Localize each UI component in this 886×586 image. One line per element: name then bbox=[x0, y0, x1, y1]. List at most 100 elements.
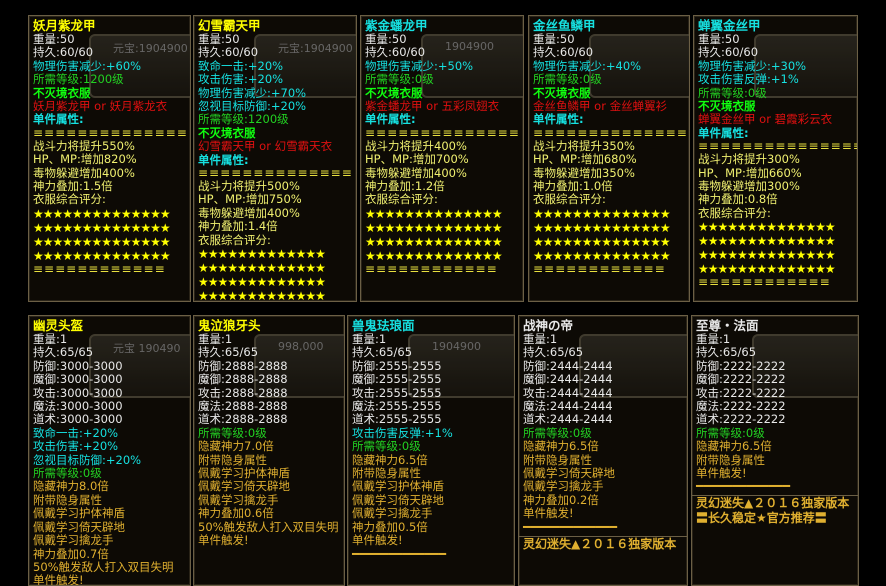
item-attribute: 防御:2222-2222 bbox=[696, 358, 786, 373]
rating-stars-row: ★★★★★★★★★★★★★ bbox=[198, 247, 326, 262]
item-attribute: 单件属性: bbox=[198, 152, 249, 167]
item-attribute: 佩戴学习护体神盾 bbox=[352, 479, 444, 494]
rating-stars-row: ★★★★★★★★★★★★★★ bbox=[365, 220, 503, 235]
server-slogan: 〓长久稳定★官方推荐〓 bbox=[696, 511, 827, 526]
item-attribute: 附带隐身属性 bbox=[33, 492, 102, 507]
item-attribute: 持久:60/60 bbox=[698, 45, 759, 60]
rating-stars-row: ★★★★★★★★★★★★★★ bbox=[33, 234, 171, 249]
item-attribute: 持久:65/65 bbox=[198, 345, 259, 360]
item-attribute: 重量:1 bbox=[696, 332, 731, 346]
item-tooltip-panel: 1904900 紫金蟠龙甲 重量:50 持久:60/60 物理伤害减少:+50% 所需等级… bbox=[360, 15, 524, 302]
item-attribute: 攻击伤害反弹:+1% bbox=[698, 72, 799, 87]
item-name: 蝉翼金丝甲 bbox=[698, 18, 761, 33]
item-attribute: 物理伤害减少:+50% bbox=[365, 58, 474, 73]
rating-stars-row: ★★★★★★★★★★★★★★ bbox=[533, 220, 671, 235]
item-attribute: 紫金蟠龙甲 or 五彩凤翅衣 bbox=[365, 99, 500, 114]
item-attribute: 附带隐身属性 bbox=[198, 452, 267, 467]
item-tooltip-panel: 998,000 鬼泣狼牙头 重量:1 持久:65/65 防御:2888-2888 魔御:2… bbox=[193, 315, 345, 586]
divider-bar: ━━━━━━━━━━━━━ bbox=[352, 546, 446, 561]
item-attribute: 衣服综合评分: bbox=[33, 192, 106, 207]
rating-stars-row: ★★★★★★★★★★★★★ bbox=[198, 261, 326, 276]
item-attribute: 魔御:2555-2555 bbox=[352, 372, 442, 387]
footer-separator bbox=[519, 535, 687, 537]
ingot-balance-frame: 元宝 190490 bbox=[89, 334, 190, 398]
item-attribute: 佩戴学习护体神盾 bbox=[198, 466, 290, 481]
item-attribute: 妖月紫龙甲 or 妖月紫龙衣 bbox=[33, 99, 168, 114]
item-attribute: 防御:2444-2444 bbox=[523, 358, 613, 373]
item-attribute: 忽视目标防御:+20% bbox=[33, 452, 142, 467]
item-attribute: 单件触发! bbox=[696, 466, 747, 481]
item-attribute: 佩戴学习倚天辟地 bbox=[352, 492, 444, 507]
item-attribute: 持久:65/65 bbox=[523, 345, 584, 360]
item-attribute: 战斗力将提升350% bbox=[533, 138, 635, 153]
item-name: 兽鬼珐琅面 bbox=[352, 318, 415, 333]
spiral-orb-icon bbox=[687, 332, 688, 366]
item-attribute: 道术:2888-2888 bbox=[198, 412, 288, 427]
item-attribute: 单件触发! bbox=[352, 533, 403, 548]
item-attribute: 防御:2888-2888 bbox=[198, 358, 288, 373]
item-attribute: 神力叠加:1.4倍 bbox=[198, 219, 278, 234]
server-slogan: 灵幻迷失▲２０１６独家版本 bbox=[523, 536, 677, 551]
item-attribute: 持久:65/65 bbox=[696, 345, 757, 360]
item-attribute: HP、MP:增加750% bbox=[198, 192, 302, 207]
rating-stars-row: ★★★★★★★★★★★★★★ bbox=[33, 206, 171, 221]
ingot-balance-frame bbox=[754, 34, 857, 98]
item-attribute: 魔御:2888-2888 bbox=[198, 372, 288, 387]
rating-stars-row: ★★★★★★★★★★★★★★ bbox=[698, 262, 836, 277]
item-attribute: 致命一击:+20% bbox=[33, 425, 119, 440]
item-attribute: 重量:50 bbox=[698, 32, 740, 46]
item-attribute: 道术:2555-2555 bbox=[352, 412, 442, 427]
item-attribute: 隐藏神力6.5倍 bbox=[696, 439, 772, 454]
item-tooltip-panel: 蝉翼金丝甲 重量:50 持久:60/60 物理伤害减少:+30% 攻击伤害反弹:+1% 所… bbox=[693, 15, 858, 302]
item-attribute: 佩戴学习倚天辟地 bbox=[198, 479, 290, 494]
item-attribute: 所需等级:0级 bbox=[533, 72, 602, 87]
item-attribute: 致命一击:+20% bbox=[198, 58, 284, 73]
item-attribute: 攻击:2555-2555 bbox=[352, 385, 442, 400]
item-attribute: 所需等级:0级 bbox=[698, 85, 767, 100]
item-attribute: 战斗力将提升500% bbox=[198, 179, 300, 194]
ingot-balance-frame bbox=[752, 334, 858, 398]
ingot-balance-frame: 元宝:1904900 bbox=[254, 34, 356, 98]
item-attribute: 攻击:2444-2444 bbox=[523, 385, 613, 400]
ingot-balance-text: 元宝 190490 bbox=[113, 342, 181, 355]
item-attribute: ≡≡≡≡≡≡≡≡≡≡≡≡≡≡≡ bbox=[698, 139, 858, 154]
item-tooltip-panel: 元宝 190490 幽灵头盔 重量:1 持久:65/65 防御:3000-3000 魔御:… bbox=[28, 315, 191, 586]
item-tooltip-panel: 战神の帝 重量:1 持久:65/65 防御:2444-2444 魔御:2444-2444… bbox=[518, 315, 688, 586]
item-attribute: 所需等级:0级 bbox=[198, 425, 267, 440]
item-attribute: 附带隐身属性 bbox=[523, 452, 592, 467]
item-attribute: 幻雪霸天甲 or 幻雪霸天衣 bbox=[198, 139, 333, 154]
item-attribute: 重量:1 bbox=[198, 332, 233, 346]
ingot-balance-text: 元宝:1904900 bbox=[278, 42, 353, 55]
item-name: 战神の帝 bbox=[523, 318, 574, 333]
item-attribute: 重量:50 bbox=[33, 32, 75, 46]
item-attribute: HP、MP:增加660% bbox=[698, 165, 802, 180]
rating-stars-row: ★★★★★★★★★★★★★★ bbox=[365, 206, 503, 221]
item-attribute: 防御:3000-3000 bbox=[33, 358, 123, 373]
item-attribute: 神力叠加:1.5倍 bbox=[33, 179, 113, 194]
item-attribute: 道术:3000-3000 bbox=[33, 412, 123, 427]
rating-stars-row: ★★★★★★★★★★★★★ bbox=[198, 275, 326, 290]
server-slogan: 灵幻迷失▲２０１６独家版本 bbox=[696, 496, 850, 511]
item-attribute: 所需等级:0级 bbox=[352, 439, 421, 454]
item-attribute: 毒物躲避增加400% bbox=[365, 165, 467, 180]
divider-bar: ━━━━━━━━━━━━━ bbox=[696, 479, 790, 494]
item-attribute: 佩戴学习擒龙手 bbox=[523, 479, 604, 494]
item-attribute: 神力叠加0.5倍 bbox=[352, 519, 428, 534]
rating-stars-row: ★★★★★★★★★★★★★★ bbox=[33, 220, 171, 235]
item-attribute: 所需等级:1200级 bbox=[198, 112, 289, 127]
item-name: 紫金蟠龙甲 bbox=[365, 18, 428, 33]
item-attribute: 不灭境衣服 bbox=[198, 125, 256, 140]
item-attribute: 不灭境衣服 bbox=[533, 85, 591, 100]
item-name: 幽灵头盔 bbox=[33, 318, 84, 333]
ingot-balance-frame: 998,000 bbox=[254, 334, 344, 398]
item-name: 至尊・法面 bbox=[696, 318, 759, 333]
item-attribute: 衣服综合评分: bbox=[365, 192, 438, 207]
divider-line: ≡≡≡≡≡≡≡≡≡≡≡≡ bbox=[365, 261, 498, 276]
divider-line: ≡≡≡≡≡≡≡≡≡≡≡≡ bbox=[33, 261, 166, 276]
item-attribute: 重量:1 bbox=[33, 332, 68, 346]
item-attribute: HP、MP:增加680% bbox=[533, 152, 637, 167]
rating-stars-row: ★★★★★★★★★★★★★★ bbox=[698, 248, 836, 263]
item-attribute: 神力叠加0.6倍 bbox=[198, 506, 274, 521]
item-attribute: 魔法:3000-3000 bbox=[33, 399, 123, 414]
item-tooltip-panel: 元宝:1904900 幻雪霸天甲 重量:50 持久:60/60 致命一击:+20% 攻击伤… bbox=[193, 15, 357, 302]
